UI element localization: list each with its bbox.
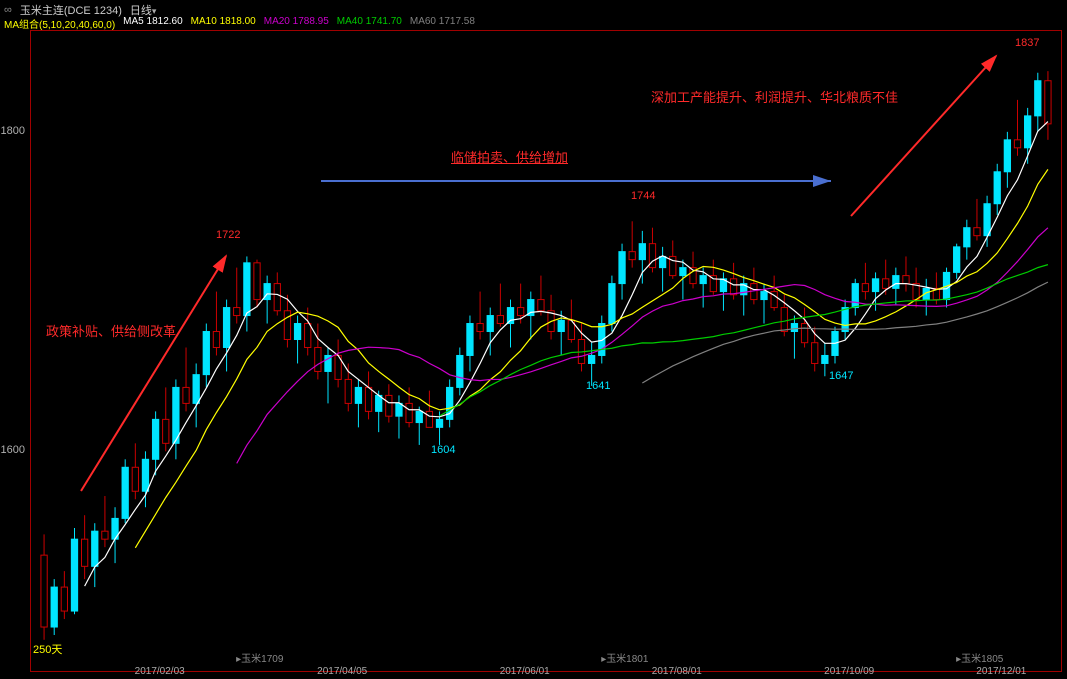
x-tick-label: 2017/04/05 (317, 666, 367, 677)
price-low-1647: 1647 (829, 370, 853, 382)
annotation-1: 政策补贴、供给侧改革 (46, 321, 176, 340)
x-tick-label: 2017/06/01 (500, 666, 550, 677)
ma60-legend: MA60 1717.58 (410, 16, 475, 31)
price-high-1837: 1837 (1015, 37, 1039, 49)
y-tick-label: 1800 (1, 125, 25, 137)
ma-legend: MA组合(5,10,20,40,60,0) MA5 1812.60 MA10 1… (4, 16, 475, 31)
ma-combo-label: MA组合(5,10,20,40,60,0) (4, 16, 115, 31)
annotation-2: 临储拍卖、供给增加 (451, 147, 568, 166)
price-chart[interactable]: 政策补贴、供给侧改革 临储拍卖、供给增加 深加工产能提升、利润提升、华北粮质不佳… (30, 30, 1062, 672)
contract-label: 玉米1801 (606, 650, 648, 665)
x-tick-label: 2017/02/03 (135, 666, 185, 677)
chart-svg (31, 31, 1061, 671)
link-icon: ∞ (4, 4, 12, 16)
price-high-1744: 1744 (631, 190, 655, 202)
price-low-1604: 1604 (431, 444, 455, 456)
price-high-1722: 1722 (216, 229, 240, 241)
price-low-1641: 1641 (586, 380, 610, 392)
ma40-legend: MA40 1741.70 (337, 16, 402, 31)
contract-tick-icon: ▸ (601, 654, 606, 665)
y-tick-label: 1600 (1, 444, 25, 456)
days-250-label: 250天 (33, 641, 62, 657)
ma5-legend: MA5 1812.60 (123, 16, 183, 31)
x-tick-label: 2017/08/01 (652, 666, 702, 677)
contract-label: 玉米1709 (241, 650, 283, 665)
dropdown-icon: ▾ (152, 6, 157, 16)
annotation-3: 深加工产能提升、利润提升、华北粮质不佳 (651, 87, 898, 106)
trend-arrow-3 (851, 56, 996, 216)
ma10-legend: MA10 1818.00 (191, 16, 256, 31)
contract-label: 玉米1805 (961, 650, 1003, 665)
contract-tick-icon: ▸ (956, 654, 961, 665)
contract-tick-icon: ▸ (236, 654, 241, 665)
x-tick-label: 2017/10/09 (824, 666, 874, 677)
ma20-legend: MA20 1788.95 (264, 16, 329, 31)
x-tick-label: 2017/12/01 (976, 666, 1026, 677)
